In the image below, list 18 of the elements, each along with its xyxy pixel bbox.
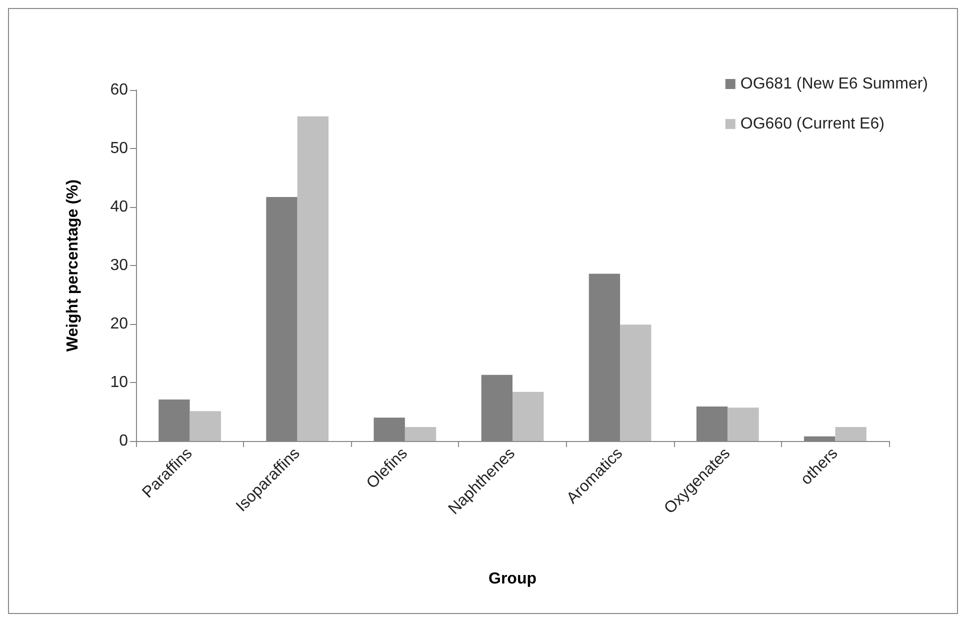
bar xyxy=(297,116,329,441)
legend-label: OG681 (New E6 Summer) xyxy=(740,76,928,92)
y-tick-label: 10 xyxy=(110,374,128,391)
y-tick-label: 40 xyxy=(110,198,128,216)
y-tick-label: 20 xyxy=(110,316,128,332)
bar xyxy=(728,408,759,441)
y-tick-label: 50 xyxy=(110,140,128,157)
y-tick-label: 0 xyxy=(119,432,128,450)
y-tick-label: 60 xyxy=(110,82,128,98)
bar xyxy=(404,426,436,441)
legend-label: OG660 (Current E6) xyxy=(740,116,884,132)
bar xyxy=(512,392,544,441)
bar xyxy=(835,426,866,441)
y-tick-label: 30 xyxy=(110,257,128,274)
y-axis-title: Weight percentage (%) xyxy=(64,179,82,352)
bar xyxy=(620,324,652,441)
x-axis-title: Group xyxy=(488,570,537,588)
bar xyxy=(190,411,221,441)
